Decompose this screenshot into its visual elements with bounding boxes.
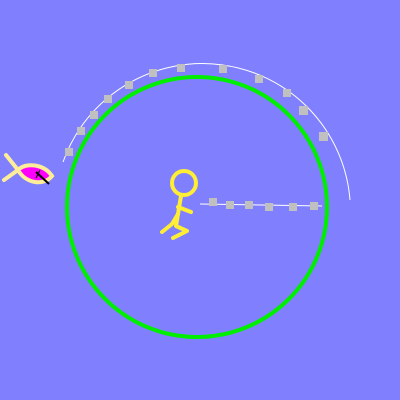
arc-marker <box>255 75 263 83</box>
arc-marker <box>77 127 85 135</box>
aim-marker <box>310 202 318 210</box>
aim-marker <box>226 201 234 209</box>
player-body <box>176 194 183 216</box>
arc-marker <box>177 64 185 72</box>
arc-marker <box>149 69 157 77</box>
arc-marker <box>65 148 73 156</box>
aim-marker <box>289 203 297 211</box>
aim-marker-group <box>209 198 318 211</box>
player-leg-right <box>171 212 189 240</box>
arc-marker <box>90 111 98 119</box>
aim-line <box>199 203 323 207</box>
player-arm <box>176 205 193 214</box>
arc-marker <box>125 81 133 89</box>
arc-marker <box>219 65 227 73</box>
arc-marker <box>104 95 112 103</box>
fish-icon[interactable] <box>2 153 55 185</box>
player-head <box>170 169 198 197</box>
arc-marker <box>299 106 308 115</box>
aim-marker <box>209 198 217 206</box>
guide-arc <box>62 63 351 201</box>
aim-marker <box>265 203 273 211</box>
arc-marker-group <box>65 64 328 156</box>
arc-marker <box>283 89 291 97</box>
fish-spear-tip <box>35 169 41 179</box>
arc-marker <box>319 132 328 141</box>
arena-ring <box>65 75 329 339</box>
stick-figure-icon[interactable] <box>160 169 198 240</box>
aim-marker <box>245 201 253 209</box>
